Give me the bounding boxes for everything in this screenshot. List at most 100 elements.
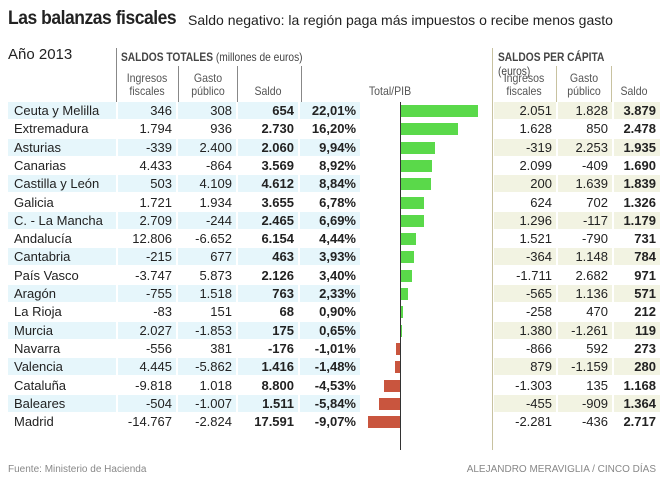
table-row: Andalucía 12.806 -6.652 6.154 4,44% 1.521 -790…: [8, 230, 658, 248]
gasto-cell: -1.007: [178, 394, 236, 412]
name: Cantabria: [8, 248, 116, 266]
pib-cell: 0,65%: [300, 321, 360, 339]
chart-title: Las balanzas fiscales: [8, 8, 177, 29]
pib-cell: 9,94%: [300, 138, 360, 156]
pc-ingresos-cell: -2.281: [515, 414, 552, 430]
name: Galicia: [14, 194, 54, 210]
pc-ingresos-cell: 2.051: [494, 102, 556, 119]
table-row: Ceuta y Melilla 346 308 654 22,01% 2.051 1.828…: [8, 102, 660, 120]
table-row: Cantabria -215 677 463 3,93% -364 1.148 784: [8, 248, 660, 266]
pc-ingresos-cell: -319: [494, 138, 556, 156]
pib-bar: [400, 269, 413, 282]
ingresos-cell: -14.767: [127, 414, 172, 430]
ingresos-cell: -9.818: [135, 377, 172, 393]
pc-ingresos-cell: 1.521: [519, 231, 552, 247]
pib-cell: -5,84%: [300, 394, 360, 412]
pc-saldo-cell: 784: [614, 248, 660, 266]
pib-bar: [400, 159, 432, 172]
section-percapita-rest: (euros): [498, 64, 531, 78]
gasto-cell: 381: [210, 340, 232, 356]
pc-ingresos-cell: 879: [494, 358, 556, 376]
pc-saldo-cell: 1.326: [623, 194, 656, 210]
divider: [178, 66, 179, 102]
gasto-cell: 2.400: [178, 138, 236, 156]
chart-subtitle: Saldo negativo: la región paga más impue…: [188, 12, 613, 28]
pib-bar: [400, 324, 403, 337]
pc-saldo-cell: 280: [614, 358, 660, 376]
table-row: C. - La Mancha 2.709 -244 2.465 6,69% 1.296 -1…: [8, 211, 660, 230]
pc-saldo-cell: 2.478: [623, 121, 656, 137]
pc-ingresos-cell: 1.628: [519, 121, 552, 137]
divider: [301, 66, 302, 102]
header-saldo: Saldo: [254, 84, 282, 98]
name: Ceuta y Melilla: [8, 102, 116, 119]
gasto-cell: 1.518: [178, 285, 236, 302]
saldo-cell: 68: [279, 304, 294, 320]
pc-ingresos-cell: -565: [494, 285, 556, 302]
section-totales-rest: (millones de euros): [212, 50, 303, 64]
ingresos-cell: -755: [118, 285, 176, 302]
pc-saldo-cell: 1.364: [614, 394, 660, 412]
name: Baleares: [8, 394, 116, 412]
header-pc-gasto: Gasto público: [560, 72, 608, 98]
pib-cell: 3,40%: [319, 267, 356, 283]
pc-saldo-cell: 571: [614, 285, 660, 302]
pc-gasto-cell: -409: [581, 157, 608, 173]
pc-gasto-cell: -1.261: [558, 321, 612, 339]
pc-gasto-cell: 702: [586, 194, 608, 210]
saldo-cell: 2.730: [261, 121, 294, 137]
table-row: Murcia 2.027 -1.853 175 0,65% 1.380 -1.261 119: [8, 321, 660, 340]
saldo-cell: 463: [238, 248, 298, 266]
table-row: Canarias 4.433 -864 3.569 8,92% 2.099 -409 1.69…: [8, 157, 658, 175]
pib-cell: -1,01%: [314, 340, 356, 356]
pib-cell: 0,90%: [319, 304, 356, 320]
header-text: Gasto: [193, 71, 223, 85]
pc-saldo-cell: 119: [614, 321, 660, 339]
section-totales-bold: SALDOS TOTALES: [121, 50, 213, 64]
pc-ingresos-cell: -258: [525, 304, 552, 320]
pc-gasto-cell: -790: [581, 231, 608, 247]
table-row: La Rioja -83 151 68 0,90% -258 470 212: [8, 303, 658, 321]
header-text: Ingresos: [126, 71, 168, 85]
ingresos-cell: 1.721: [139, 194, 172, 210]
pc-gasto-cell: 1.828: [558, 102, 612, 119]
gasto-cell: -5.862: [178, 358, 236, 376]
gasto-cell: -1.853: [178, 321, 236, 339]
pib-bar: [400, 251, 414, 264]
ingresos-cell: 1.794: [139, 121, 172, 137]
ingresos-cell: -339: [118, 138, 176, 156]
percapita-divider: [492, 48, 493, 450]
pc-ingresos-cell: 1.380: [494, 321, 556, 339]
saldo-cell: 2.060: [238, 138, 298, 156]
saldo-cell: 1.416: [238, 358, 298, 376]
name: Extremadura: [14, 121, 89, 137]
header-pc-saldo: Saldo: [620, 84, 648, 98]
name: Canarias: [14, 157, 67, 173]
divider: [556, 66, 557, 102]
pc-ingresos-cell: 1.296: [494, 211, 556, 229]
table-row: Cataluña -9.818 1.018 8.800 -4,53% -1.303 135 1…: [8, 377, 658, 395]
gasto-cell: 151: [210, 304, 232, 320]
section-percapita-heading: SALDOS PER CÁPITA (euros): [498, 50, 639, 78]
gasto-cell: 677: [178, 248, 236, 266]
table-row: Navarra -556 381 -176 -1,01% -866 592 273: [8, 340, 658, 358]
divider: [611, 66, 612, 102]
year-label: Año 2013: [8, 46, 73, 63]
saldo-cell: 763: [238, 285, 298, 302]
pc-gasto-cell: 592: [586, 340, 608, 356]
pc-gasto-cell: -1.159: [558, 358, 612, 376]
saldo-cell: 8.800: [261, 377, 294, 393]
pc-gasto-cell: 2.253: [558, 138, 612, 156]
gasto-cell: 5.873: [199, 267, 232, 283]
pib-bar: [379, 397, 400, 410]
pc-ingresos-cell: -1.711: [516, 267, 552, 283]
header-text: Gasto: [569, 71, 599, 85]
pc-ingresos-cell: 624: [530, 194, 552, 210]
gasto-cell: 4.109: [178, 175, 236, 193]
pc-gasto-cell: 850: [586, 121, 608, 137]
pib-bar: [400, 105, 479, 117]
table-row: Madrid -14.767 -2.824 17.591 -9,07% -2.281 -43…: [8, 413, 658, 431]
ingresos-cell: 346: [118, 102, 176, 119]
table-row: Asturias -339 2.400 2.060 9,94% -319 2.253 1.93…: [8, 138, 660, 157]
header-text: fiscales: [129, 84, 165, 98]
